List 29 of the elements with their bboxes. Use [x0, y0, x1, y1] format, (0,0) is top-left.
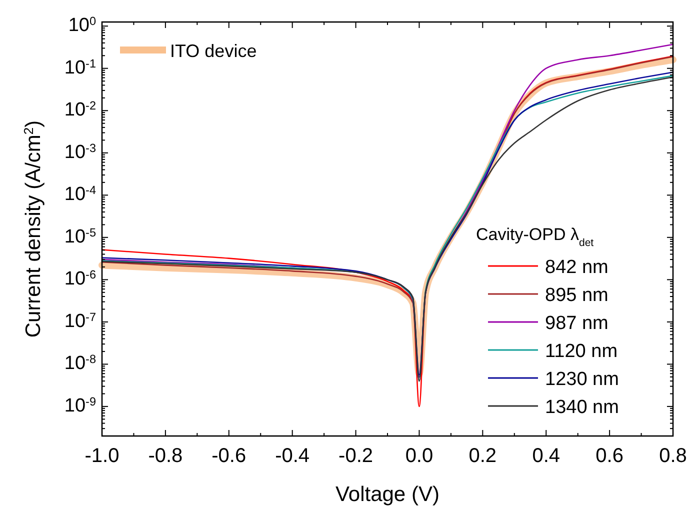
legend-label: 895 nm: [545, 285, 608, 306]
legend-label: ITO device: [170, 41, 257, 61]
legend-label: 1120 nm: [545, 341, 618, 362]
x-tick-label: -0.6: [212, 445, 246, 467]
y-tick-label: 10$^{-6}$: [64, 268, 96, 290]
x-tick-label: 0.4: [532, 445, 560, 467]
x-tick-label: -0.8: [148, 445, 183, 467]
x-tick-label: 0.2: [468, 445, 497, 467]
legend-label: 1340 nm: [545, 397, 619, 418]
x-tick-label: 0.0: [405, 445, 434, 467]
y-tick-label: 10$^{0}$: [68, 14, 96, 36]
legend-title: Cavity-OPD λ$_{det}$: [476, 225, 594, 249]
y-tick-label: 10$^{-2}$: [64, 99, 96, 121]
y-tick-label: 10$^{-1}$: [64, 56, 96, 78]
y-tick-label: 10$^{-7}$: [64, 310, 96, 332]
y-tick-label: 10$^{-4}$: [64, 184, 96, 206]
legend-label: 1230 nm: [545, 369, 619, 390]
legend-label: 842 nm: [545, 257, 608, 278]
x-tick-label: 0.8: [659, 445, 687, 467]
y-tick-label: 10$^{-8}$: [64, 352, 96, 374]
y-tick-label: 10$^{-5}$: [64, 226, 96, 248]
x-tick-label: -1.0: [84, 445, 120, 467]
x-tick-label: -0.4: [275, 445, 310, 467]
legend-label: 987 nm: [545, 313, 608, 334]
x-tick-label: -0.2: [338, 445, 374, 467]
x-axis-title: Voltage (V): [336, 483, 440, 506]
y-tick-label: 10$^{-9}$: [64, 394, 96, 416]
y-tick-label: 10$^{-3}$: [64, 141, 96, 163]
x-tick-label: 0.6: [596, 445, 624, 467]
